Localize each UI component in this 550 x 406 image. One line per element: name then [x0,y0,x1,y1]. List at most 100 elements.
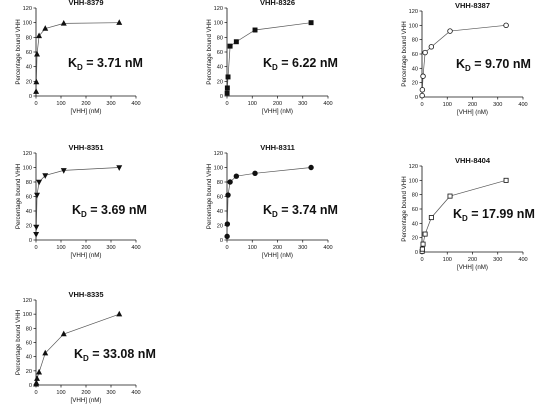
x-tick-label: 100 [56,390,65,396]
x-tick-label: 300 [106,101,115,107]
data-point-marker [447,193,453,199]
x-tick-label: 400 [518,257,527,263]
x-tick-label: 400 [131,245,140,251]
data-point-marker [34,192,40,199]
data-point-marker [233,39,239,45]
chart-title: VHH-8387 [455,1,490,10]
x-axis-label: [VHH] (nM) [457,264,488,271]
x-tick-label: 400 [131,101,140,107]
y-axis-label: Percentage bound VHH [401,176,408,241]
y-tick-label: 120 [214,6,223,12]
x-axis-label: [VHH] (nM) [457,109,488,116]
y-tick-label: 0 [220,94,223,100]
data-point-marker [447,28,453,34]
chart-title: VHH-8335 [68,290,103,299]
y-tick-label: 80 [217,180,223,186]
x-tick-label: 0 [420,102,423,108]
chart-panel: VHH-8379 0 20 40 60 80 100 120 0 100 200 300 400 [VHH… [15,0,143,115]
data-point-marker [60,330,67,337]
x-tick-label: 100 [443,102,452,108]
x-tick-label: 0 [34,101,37,107]
x-tick-label: 0 [34,390,37,396]
y-tick-label: 60 [26,50,32,56]
data-point-marker [503,22,509,29]
y-tick-label: 60 [26,195,32,201]
y-tick-label: 20 [217,224,223,230]
data-point-marker [60,20,67,26]
y-tick-label: 20 [412,236,418,242]
x-tick-label: 400 [518,102,527,108]
data-point-marker [33,224,40,231]
x-tick-label: 200 [468,102,477,108]
kd-annotation: KD = 9.70 nM [456,57,531,73]
data-point-marker [36,368,43,375]
data-point-marker [225,74,231,80]
y-tick-label: 100 [214,21,223,27]
y-axis-label: Percentage bound VHH [15,19,22,84]
chart-title: VHH-8404 [455,156,491,165]
y-tick-label: 80 [412,38,418,44]
x-tick-label: 300 [106,390,115,396]
chart-panel: VHH-8311 0 20 40 60 80 100 120 0 100 200 300 400 [VHH… [206,143,338,259]
y-tick-label: 120 [214,151,223,157]
y-tick-label: 40 [26,355,32,361]
y-tick-label: 100 [23,312,32,318]
y-tick-label: 0 [415,250,418,256]
chart-title: VHH-8351 [68,143,103,152]
y-tick-label: 40 [217,65,223,71]
y-tick-label: 100 [214,166,223,172]
y-tick-label: 40 [412,221,418,227]
data-point-marker [224,90,230,96]
x-tick-label: 0 [225,245,228,251]
y-tick-label: 100 [23,21,32,27]
x-tick-label: 200 [273,101,282,107]
data-point-marker [36,179,43,186]
data-point-marker [224,221,231,227]
data-point-marker [42,349,49,356]
chart-panel: VHH-8335 0 20 40 60 80 100 120 0 100 200 300 400 [VHH… [15,290,156,404]
x-tick-label: 100 [56,245,65,251]
y-tick-label: 80 [26,326,32,332]
series-line [226,167,312,237]
data-point-marker [428,215,434,221]
data-point-marker [227,43,233,49]
data-point-marker [34,50,40,57]
x-tick-label: 0 [420,257,423,263]
y-axis-label: Percentage bound VHH [15,310,22,375]
chart-panel: VHH-8351 0 20 40 60 80 100 120 0 100 200 300 400 [VHH… [15,143,147,259]
y-tick-label: 120 [23,298,32,304]
data-point-marker [419,246,425,252]
x-tick-label: 200 [81,101,90,107]
y-tick-label: 120 [23,6,32,12]
data-point-marker [252,27,258,33]
y-tick-label: 60 [26,341,32,347]
x-axis-label: [VHH] (nM) [71,108,102,115]
y-tick-label: 120 [409,9,418,15]
y-tick-label: 100 [409,23,418,29]
chart-title: VHH-8326 [260,0,295,7]
data-point-marker [422,49,428,56]
data-point-marker [42,173,49,179]
y-tick-label: 100 [409,178,418,184]
y-tick-label: 40 [217,209,223,215]
data-point-marker [42,25,49,31]
kd-annotation: KD = 3.74 nM [263,203,338,219]
y-axis-label: Percentage bound VHH [401,21,408,86]
data-point-marker [116,310,123,317]
x-tick-label: 300 [298,101,307,107]
x-tick-label: 0 [225,101,228,107]
y-tick-label: 80 [412,193,418,199]
x-axis-label: [VHH] (nM) [262,108,293,115]
x-axis-label: [VHH] (nM) [262,252,293,259]
data-point-marker [60,168,67,174]
y-tick-label: 80 [26,180,32,186]
y-tick-label: 40 [26,65,32,71]
x-tick-label: 100 [443,257,452,263]
y-tick-label: 60 [217,195,223,201]
data-point-marker [419,92,425,99]
y-tick-label: 120 [409,164,418,170]
data-point-marker [33,88,40,94]
x-tick-label: 300 [106,245,115,251]
x-tick-label: 300 [493,257,502,263]
